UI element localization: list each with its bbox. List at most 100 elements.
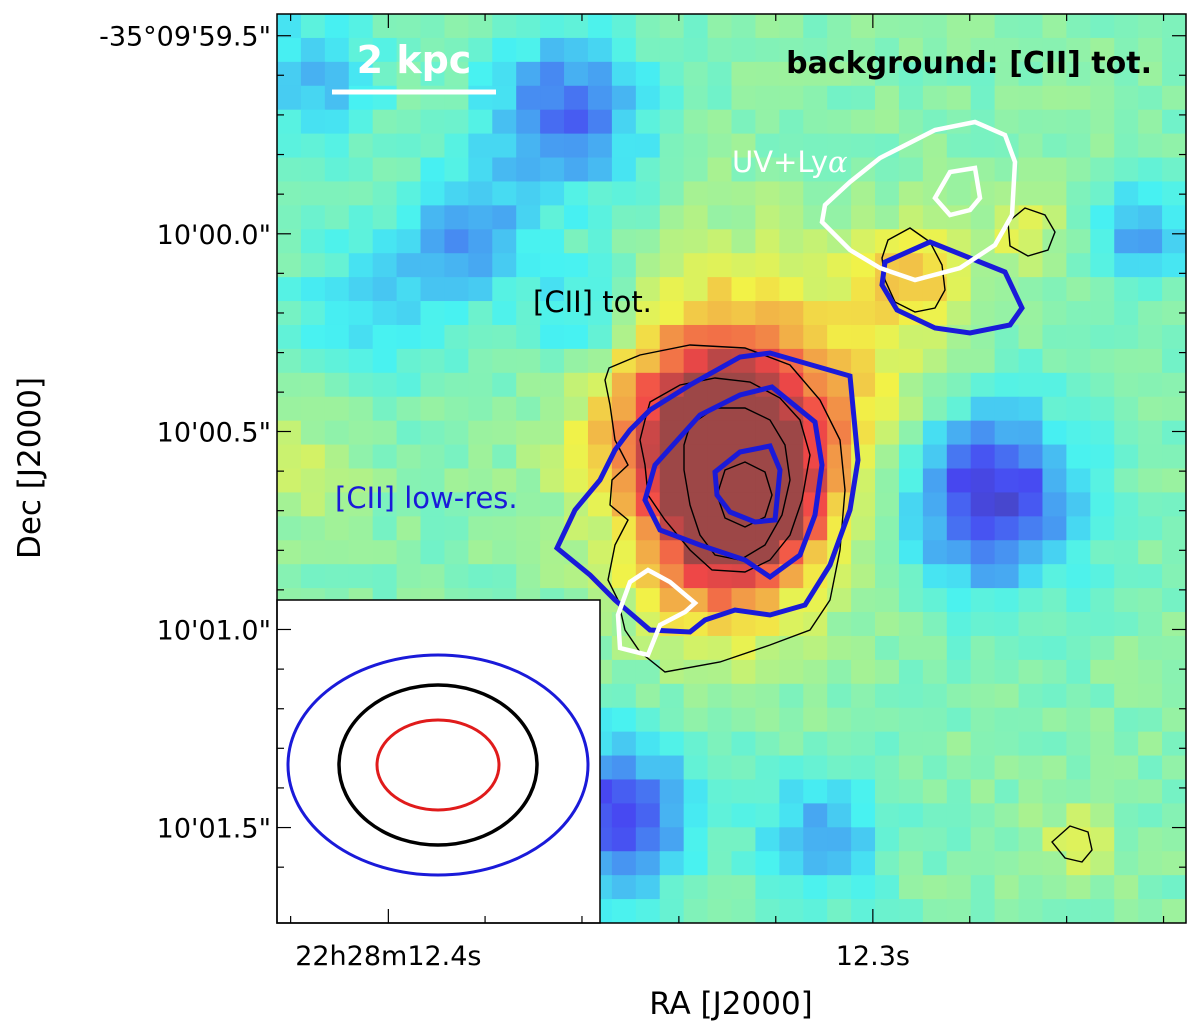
heatmap-cell (492, 516, 517, 541)
heatmap-cell (827, 61, 852, 87)
heatmap-cell (1114, 157, 1139, 183)
heatmap-cell (946, 348, 972, 374)
heatmap-cell (1138, 683, 1163, 709)
heatmap-cell (1066, 827, 1091, 852)
heatmap-cell (1066, 14, 1091, 39)
heatmap-cell (683, 133, 709, 159)
heatmap-cell (1162, 85, 1186, 111)
heatmap-cell (1162, 205, 1186, 230)
heatmap-cell (468, 348, 493, 374)
heatmap-cell (851, 659, 876, 685)
heatmap-cell (922, 61, 948, 87)
heatmap-cell (803, 229, 828, 254)
heatmap-cell (300, 85, 326, 111)
heatmap-cell (444, 444, 469, 470)
heatmap-cell (707, 277, 733, 302)
heatmap-cell (372, 324, 398, 350)
heatmap-cell (731, 683, 757, 709)
heatmap-cell (922, 444, 948, 470)
heatmap-cell (707, 468, 733, 494)
heatmap-cell (731, 181, 757, 206)
heatmap-cell (1066, 205, 1091, 230)
heatmap-cell (1138, 516, 1163, 541)
heatmap-cell (1042, 396, 1067, 422)
heatmap-cell (1066, 157, 1091, 183)
heatmap-cell (492, 229, 517, 254)
heatmap-cell (1090, 348, 1115, 374)
heatmap-cell (1138, 396, 1163, 422)
heatmap-cell (444, 324, 469, 350)
heatmap-cell (1138, 348, 1163, 374)
heatmap-cell (898, 588, 924, 613)
heatmap-cell (516, 564, 541, 589)
heatmap-cell (875, 444, 900, 470)
heatmap-cell (1090, 635, 1115, 661)
heatmap-cell (851, 827, 876, 852)
heatmap-cell (468, 37, 493, 63)
heatmap-cell (324, 133, 350, 159)
heatmap-cell (1138, 588, 1163, 613)
heatmap-cell (396, 324, 422, 350)
heatmap-cell (1018, 277, 1044, 302)
heatmap-cell (444, 229, 469, 254)
heatmap-cell (420, 444, 446, 470)
heatmap-cell (277, 444, 302, 470)
heatmap-cell (540, 324, 565, 350)
heatmap-cell (1042, 683, 1067, 709)
heatmap-cell (875, 61, 900, 87)
heatmap-cell (683, 492, 709, 517)
heatmap-cell (277, 468, 302, 494)
heatmap-cell (1018, 61, 1044, 87)
heatmap-cell (468, 444, 493, 470)
heatmap-cell (1018, 253, 1044, 278)
heatmap-cell (564, 348, 589, 374)
heatmap-cell (1066, 420, 1091, 446)
heatmap-cell (922, 516, 948, 541)
heatmap-cell (851, 181, 876, 206)
heatmap-cell (444, 253, 469, 278)
heatmap-cell (516, 14, 541, 39)
heatmap-cell (300, 420, 326, 446)
heatmap-cell (444, 564, 469, 589)
heatmap-cell (1066, 659, 1091, 685)
heatmap-cell (731, 277, 757, 302)
heatmap-cell (851, 803, 876, 828)
heatmap-cell (540, 229, 565, 254)
heatmap-cell (1090, 492, 1115, 517)
heatmap-cell (731, 133, 757, 159)
heatmap-cell (683, 899, 709, 923)
heatmap-cell (779, 659, 804, 685)
heatmap-cell (875, 468, 900, 494)
heatmap-cell (659, 37, 685, 63)
heatmap-cell (851, 755, 876, 781)
background-label: background: [CII] tot. (786, 46, 1152, 81)
heatmap-cell (803, 37, 828, 63)
heatmap-cell (1114, 516, 1139, 541)
heatmap-cell (1018, 37, 1044, 63)
heatmap-cell (875, 157, 900, 183)
heatmap-cell (970, 683, 996, 709)
heatmap-cell (1114, 803, 1139, 828)
heatmap-cell (898, 492, 924, 517)
heatmap-cell (1090, 827, 1115, 852)
heatmap-cell (1114, 348, 1139, 374)
heatmap-cell (635, 109, 661, 135)
heatmap-cell (396, 61, 422, 87)
heatmap-cell (946, 516, 972, 541)
heatmap-cell (922, 396, 948, 422)
heatmap-cell (1066, 492, 1091, 517)
heatmap-cell (659, 181, 685, 206)
heatmap-cell (444, 348, 469, 374)
heatmap-cell (444, 492, 469, 517)
heatmap-cell (683, 683, 709, 709)
heatmap-cell (348, 37, 374, 63)
heatmap-cell (994, 588, 1020, 613)
heatmap-cell (1138, 731, 1163, 757)
heatmap-cell (1114, 301, 1139, 326)
heatmap-cell (731, 731, 757, 757)
heatmap-cell (731, 875, 757, 900)
heatmap-cell (564, 444, 589, 470)
heatmap-cell (468, 324, 493, 350)
heatmap-cell (875, 396, 900, 422)
heatmap-cell (875, 516, 900, 541)
